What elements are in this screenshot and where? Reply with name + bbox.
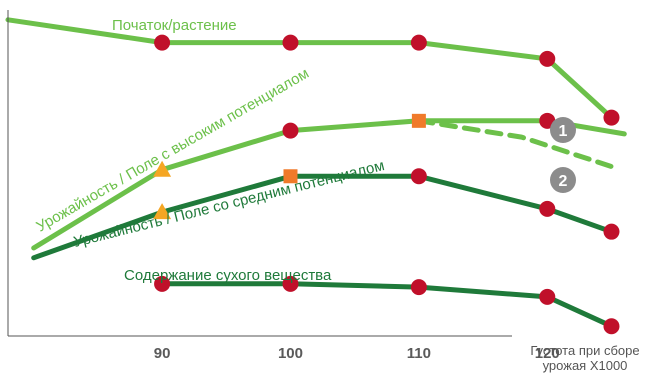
x-tick-label-100: 100: [278, 345, 303, 362]
marker-s3-p0: [153, 203, 172, 220]
marker-s3-p2: [410, 168, 427, 185]
x-tick-label-120: 120: [535, 345, 560, 362]
marker-s4-p3: [539, 288, 556, 305]
marker-s3-p1: [283, 169, 298, 184]
badge-1-text: 1: [559, 123, 568, 140]
series-label-ears: Початок/растение: [112, 17, 237, 34]
marker-s4-p1: [282, 275, 299, 292]
badge-1: 1: [550, 117, 576, 143]
marker-s3-p3: [539, 200, 556, 217]
marker-s1-p0: [153, 160, 172, 177]
series-line-2: [416, 118, 614, 169]
x-axis-label-line-1: Густота при сборе: [530, 343, 639, 358]
marker-s0-p4: [603, 109, 620, 126]
badge-2-circle: [550, 167, 576, 193]
marker-s0-p0: [154, 34, 171, 51]
marker-s4-p4: [603, 318, 620, 335]
series-markers: [153, 34, 620, 335]
series-line-3: [31, 173, 614, 261]
series-line-0: [5, 17, 614, 121]
marker-s4-p0: [154, 275, 171, 292]
marker-s3-p4: [603, 223, 620, 240]
x-tick-label-90: 90: [154, 345, 171, 362]
marker-s4-p2: [410, 279, 427, 296]
marker-s1-p1: [282, 122, 299, 139]
x-tick-label-110: 110: [407, 345, 431, 362]
marker-s0-p1: [282, 34, 299, 51]
marker-s0-p3: [539, 50, 556, 67]
badge-1-circle: [550, 117, 576, 143]
series-label-dry-matter: Содержание сухого вещества: [124, 267, 332, 284]
marker-s0-p2: [410, 34, 427, 51]
x-axis-label-line-2: урожая X1000: [543, 358, 628, 373]
badge-2-text: 2: [559, 173, 568, 190]
marker-s1-p2: [411, 113, 426, 128]
badge-2: 2: [550, 167, 576, 193]
x-tick-labels: 90 100 110 120: [154, 345, 560, 362]
